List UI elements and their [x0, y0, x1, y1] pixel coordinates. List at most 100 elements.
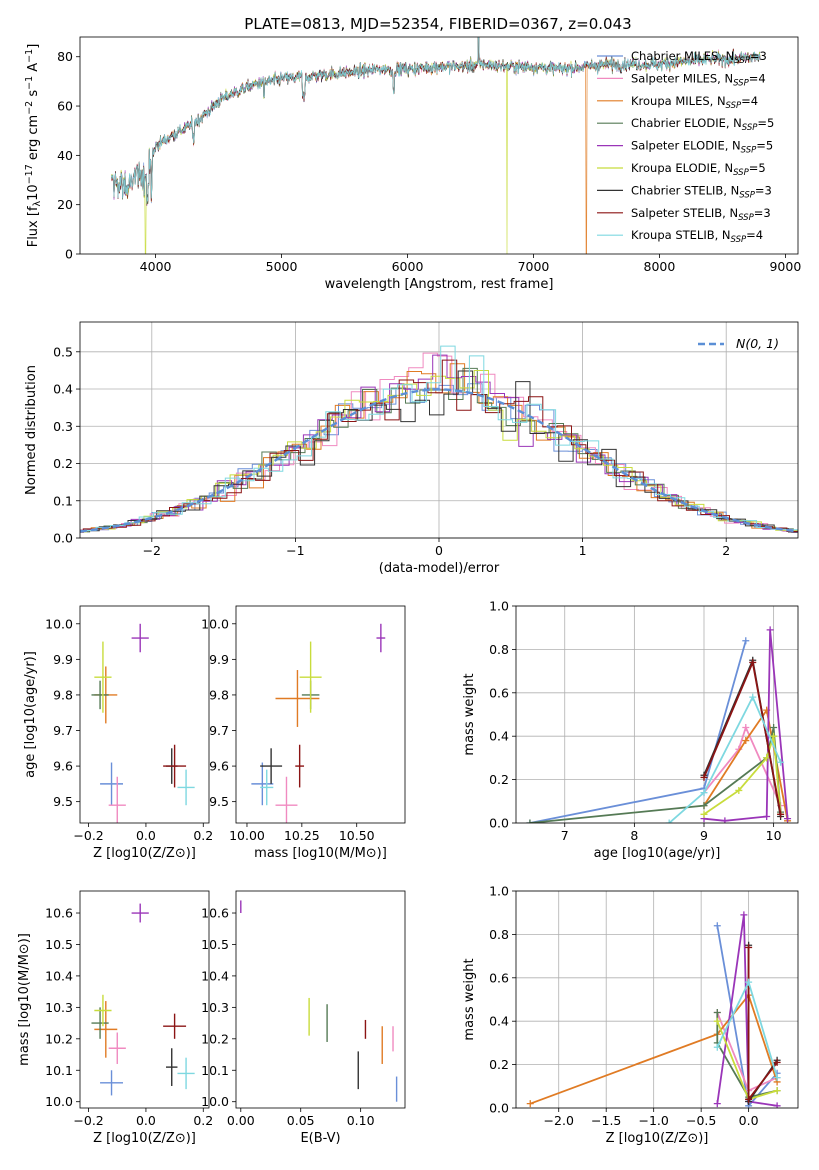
y-tick-label: 0.4: [53, 382, 73, 397]
x-tick-label: 1: [579, 543, 587, 558]
panel-mass_vs_EBV: 0.00 0.05 0.10 10.0 10.1 10.2 10.3 10.4 10.5 10.6…: [201, 890, 406, 1146]
x-tick-label: 10: [766, 828, 782, 843]
weight_vs_Z-x-label: Z [log10(Z/Z⊙)]: [606, 1131, 709, 1146]
y-tick-label: 60: [57, 99, 73, 114]
legend-label: Chabrier STELIB, NSSP=3: [631, 183, 772, 200]
x-tick-label: −2: [143, 543, 161, 558]
weight-marker: [766, 626, 774, 634]
panel-weight_vs_age: 7 8 9 10 0.0 0.2 0.4 0.6 0.8 1.0 age [log10(age/yr…: [462, 599, 799, 861]
weight-marker: [713, 922, 721, 930]
x-tick-label: 7: [561, 828, 569, 843]
plot-area: [526, 626, 792, 823]
weight-marker: [773, 1058, 781, 1066]
x-tick-label: 2: [722, 543, 730, 558]
axes-frame: [515, 890, 799, 1109]
x-tick-label: −1.5: [591, 1113, 621, 1128]
mass_vs_Z-x-label: Z [log10(Z/Z⊙)]: [93, 1131, 196, 1146]
panel-spectrum: 4000 5000 6000 7000 8000 9000 0 20 40 60 80 Chabrie…: [24, 36, 801, 292]
age_vs_Z-x-label: Z [log10(Z/Z⊙)]: [93, 846, 196, 861]
figure-title: PLATE=0813, MJD=52354, FIBERID=0367, z=0…: [244, 15, 631, 33]
y-tick-label: 10.1: [201, 1063, 229, 1078]
normal-curve: [80, 388, 798, 533]
weight-marker: [713, 1100, 721, 1108]
y-tick-label: 0.8: [489, 927, 509, 942]
axes-frame: [235, 605, 406, 824]
legend-label: Salpeter STELIB, NSSP=3: [631, 206, 771, 223]
axes-frame: [79, 605, 210, 824]
y-tick-label: 9.6: [209, 759, 229, 774]
plot-area: [526, 911, 781, 1108]
x-tick-label: 0.2: [193, 828, 213, 843]
x-tick-label: 6000: [392, 259, 424, 274]
residuals-y-label: Normed distribution: [24, 365, 39, 495]
axes-frame: [515, 605, 799, 824]
spectrum-legend: Chabrier MILES, NSSP=3 Salpeter MILES, NS…: [597, 49, 774, 245]
y-tick-label: 10.3: [45, 1000, 73, 1015]
weight-marker: [777, 810, 785, 818]
y-tick-label: 10.3: [201, 1000, 229, 1015]
y-tick-label: 0.4: [489, 729, 509, 744]
y-tick-label: 9.9: [53, 652, 73, 667]
y-tick-label: 0.2: [53, 456, 73, 471]
y-tick-label: 0.6: [489, 685, 509, 700]
mass_vs_EBV-x-label: E(B-V): [300, 1131, 340, 1146]
axes-frame: [79, 321, 799, 539]
weight-marker: [665, 819, 673, 823]
y-tick-label: 0.3: [53, 419, 73, 434]
y-tick-label: 10.4: [45, 968, 73, 983]
weight-marker: [742, 637, 750, 645]
x-tick-label: 5000: [266, 259, 298, 274]
x-tick-label: 0.05: [287, 1113, 315, 1128]
y-tick-label: 10.5: [201, 937, 229, 952]
x-tick-label: 0.10: [347, 1113, 375, 1128]
y-tick-label: 9.6: [53, 759, 73, 774]
weight-marker: [745, 943, 753, 951]
weight_vs_age-y-label: mass weight: [462, 673, 477, 755]
y-tick-label: 20: [57, 197, 73, 212]
y-tick-label: 0.0: [489, 816, 509, 831]
y-tick-label: 80: [57, 49, 73, 64]
y-tick-label: 10.6: [45, 906, 73, 921]
normal-legend-label: N(0, 1): [736, 336, 779, 351]
plot-area: [111, 37, 761, 254]
weight-marker: [777, 758, 785, 766]
y-tick-label: 40: [57, 148, 73, 163]
spectrum-x-label: wavelength [Angstrom, rest frame]: [325, 277, 554, 292]
y-tick-label: 10.0: [201, 1094, 229, 1109]
legend-label: Salpeter MILES, NSSP=4: [631, 71, 766, 88]
x-tick-label: 8: [630, 828, 638, 843]
x-tick-label: 9000: [769, 259, 801, 274]
y-tick-label: 0.2: [489, 772, 509, 787]
y-tick-label: 1.0: [489, 599, 509, 614]
legend-label: Chabrier MILES, NSSP=3: [631, 49, 767, 66]
x-tick-label: 0: [435, 543, 443, 558]
x-tick-label: 0.0: [739, 1113, 759, 1128]
x-tick-label: −1: [286, 543, 304, 558]
y-tick-label: 9.7: [53, 723, 73, 738]
x-tick-label: 9: [700, 828, 708, 843]
weight-marker: [770, 732, 778, 740]
x-tick-label: −2.0: [544, 1113, 574, 1128]
weight-marker: [713, 1017, 721, 1025]
x-tick-label: 0.0: [136, 828, 156, 843]
x-tick-label: 0.2: [193, 1113, 213, 1128]
mass_vs_Z-y-label: mass [log10(M/M⊙)]: [17, 933, 32, 1066]
x-tick-label: 10.00: [229, 828, 265, 843]
spectrum-line: [111, 37, 761, 204]
plot-area: [91, 623, 195, 823]
x-tick-label: 0.00: [227, 1113, 255, 1128]
weight-line: [529, 640, 747, 823]
weight-marker: [700, 773, 708, 781]
panel-age_vs_Z: −0.2 0.0 0.2 9.5 9.6 9.7 9.8 9.9 10.0 Z [log10(Z/…: [23, 605, 213, 861]
weight-marker: [742, 737, 750, 745]
y-tick-label: 0.6: [489, 970, 509, 985]
legend-label: Kroupa ELODIE, NSSP=5: [631, 161, 766, 178]
weight-marker: [700, 789, 708, 797]
panel-weight_vs_Z: −2.0 −1.5 −1.0 −0.5 0.0 0.0 0.2 0.4 0.6 0.8 1.0 Z […: [462, 884, 799, 1146]
legend-label: Salpeter ELODIE, NSSP=5: [631, 139, 773, 156]
weight-line: [703, 724, 782, 806]
x-tick-label: 7000: [518, 259, 550, 274]
y-tick-label: 0.8: [489, 642, 509, 657]
weight-marker: [700, 810, 708, 818]
weight-marker: [713, 1043, 721, 1051]
